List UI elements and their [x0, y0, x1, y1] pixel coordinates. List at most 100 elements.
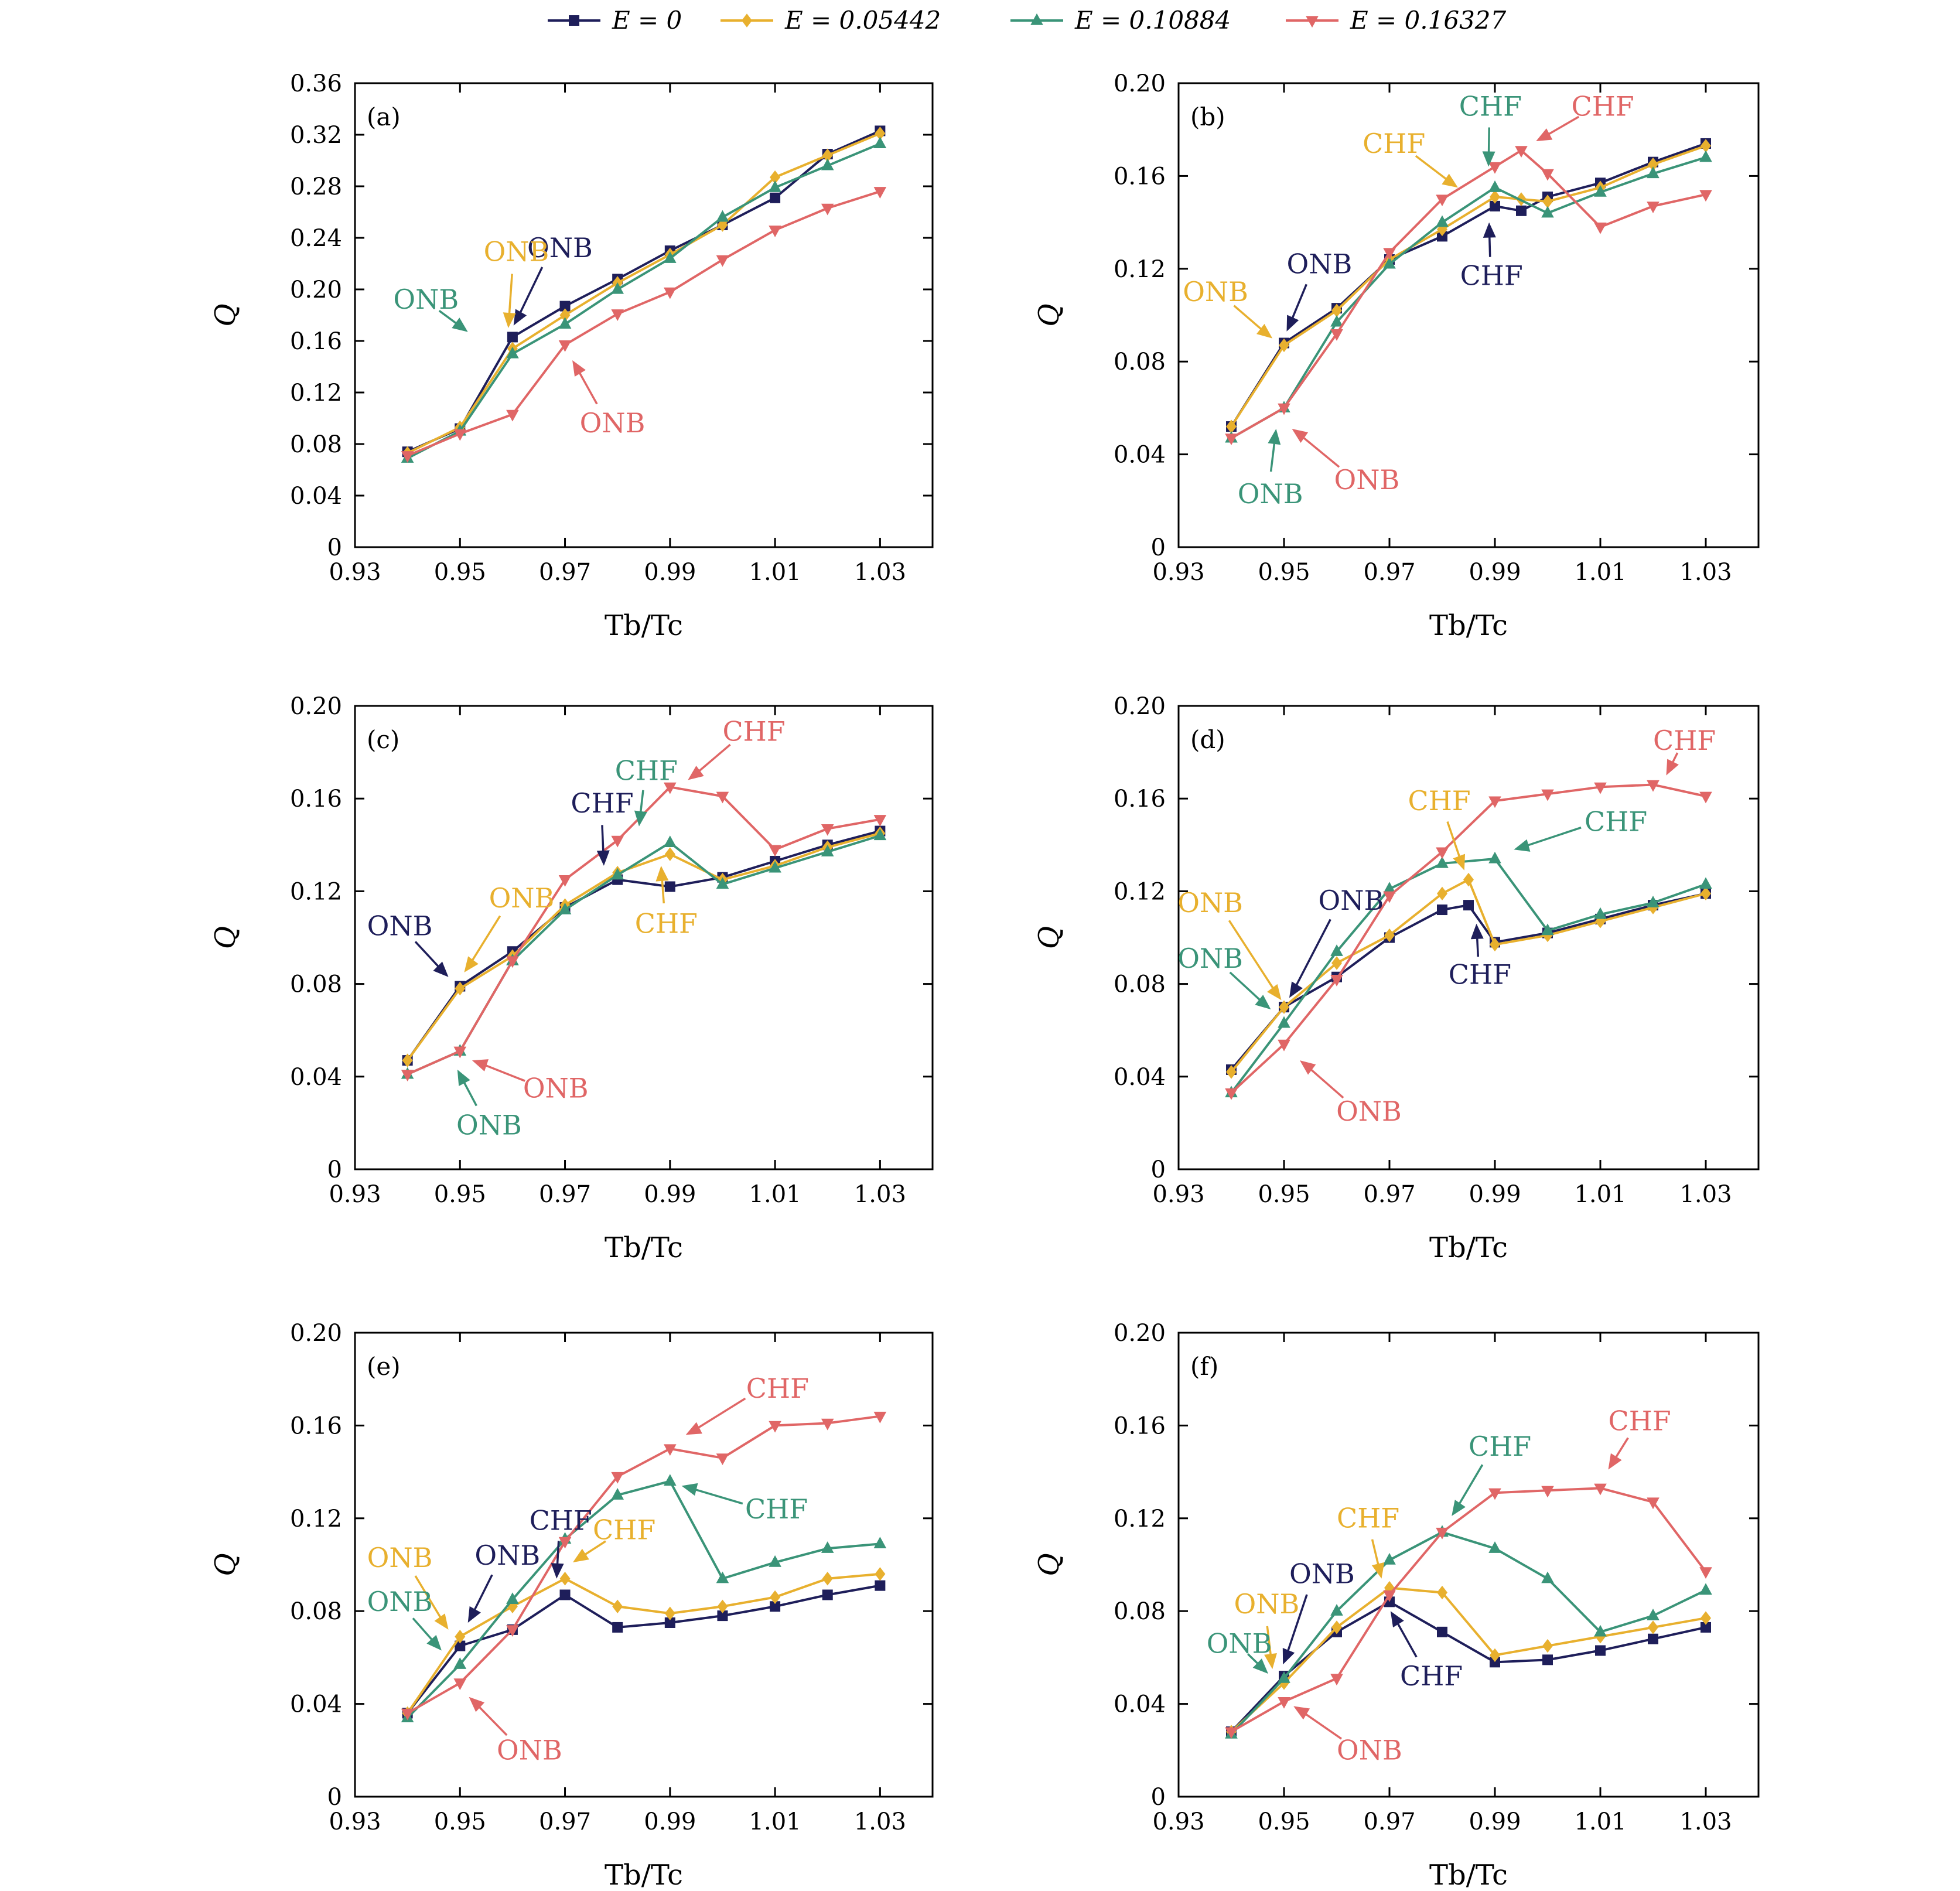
annotation-onb: ONB	[1282, 1558, 1355, 1665]
annotation-chf: CHF	[572, 1514, 655, 1563]
data-point	[1594, 185, 1607, 197]
plot-frame	[1177, 705, 1760, 1170]
annotation-arrow-head	[1482, 151, 1495, 167]
annotation-chf: CHF	[635, 865, 698, 940]
data-point	[717, 1599, 728, 1613]
data-point	[1330, 329, 1343, 341]
annotation-arrow-head	[434, 1613, 449, 1630]
y-tick-label: 0.12	[1114, 256, 1166, 283]
data-point	[1331, 956, 1342, 970]
annotation-chf: CHF	[681, 1483, 808, 1525]
panels: 0.93 0.95 0.97 0.99 1.01 1.03 0 0.04 0.08 0.12 0.1…	[209, 70, 1760, 1891]
annotation-onb: ONB	[1300, 1060, 1402, 1127]
x-tick-label: 0.93	[329, 559, 381, 586]
y-tick-label: 0.28	[290, 173, 342, 200]
chart-panel-b: 0.93 0.95 0.97 0.99 1.01 1.03 0 0.04 0.08 0.12 0.1…	[1033, 70, 1760, 642]
series-3	[1225, 780, 1712, 1100]
series-line	[407, 1415, 880, 1715]
data-point	[1648, 157, 1658, 172]
annotation-arrow-head	[634, 810, 647, 827]
annotation-onb: ONB	[472, 1059, 589, 1104]
annotation-arrow-head	[457, 1069, 470, 1087]
annotation-label: ONB	[456, 1110, 522, 1141]
legend-label: E = 0.05442	[784, 6, 941, 35]
data-point	[1542, 1654, 1553, 1665]
x-tick-label: 1.01	[749, 1181, 801, 1208]
annotation-arrow-head	[1267, 984, 1282, 1001]
annotation-arrow-head	[1453, 854, 1466, 871]
data-point	[875, 127, 886, 141]
data-point	[559, 1589, 571, 1600]
annotation-arrow-head	[688, 766, 704, 780]
annotation-label: CHF	[635, 908, 698, 940]
x-axis-label: Tb/Tc	[605, 609, 683, 642]
annotation-arrow-shaft	[1520, 827, 1582, 849]
data-point	[1330, 1674, 1343, 1686]
data-point	[1541, 1571, 1554, 1583]
legend: E = 0 E = 0.05442 E = 0.10884 E = 0.16327	[548, 6, 1507, 35]
annotation-chf: CHF	[1337, 1503, 1399, 1579]
data-point	[664, 847, 675, 861]
data-point	[664, 251, 677, 263]
data-point	[1278, 1697, 1290, 1709]
annotation-label: CHF	[1408, 785, 1471, 817]
data-point	[558, 875, 572, 887]
data-point	[402, 1053, 413, 1067]
data-point	[1490, 190, 1500, 204]
y-axis-label: Q	[1033, 926, 1066, 949]
data-point	[1331, 1620, 1342, 1634]
y-tick-label: 0.12	[290, 380, 342, 407]
data-point	[1594, 1624, 1607, 1637]
data-point	[873, 1537, 887, 1549]
data-point	[664, 1617, 675, 1628]
data-point	[821, 845, 834, 856]
series-line	[1230, 858, 1706, 1094]
annotation-arrow-head	[1282, 1648, 1295, 1665]
legend-entry: E = 0.16327	[1286, 6, 1507, 35]
annotation-arrow-head	[1289, 981, 1303, 998]
series-0	[402, 1580, 886, 1719]
annotation-onb: ONB	[1292, 429, 1399, 496]
annotation-chf: CHF	[1390, 1611, 1463, 1692]
data-point	[401, 451, 414, 463]
data-point	[1699, 1583, 1712, 1595]
series-0	[402, 825, 886, 1066]
legend-entry: E = 0.05442	[721, 6, 941, 35]
legend-marker	[569, 15, 579, 26]
annotation-onb: ONB	[469, 1697, 562, 1766]
annotation-arrow-head	[1300, 1060, 1316, 1075]
annotation-arrow-head	[596, 850, 610, 866]
data-point	[770, 1590, 781, 1605]
data-point	[1225, 434, 1238, 446]
annotation-chf: CHF	[530, 1505, 592, 1579]
data-point	[1436, 194, 1449, 207]
annotation-chf: CHF	[1408, 785, 1471, 871]
plot-frame	[354, 82, 934, 548]
data-point	[401, 1070, 414, 1081]
data-point	[1383, 1552, 1396, 1565]
annotation-arrow-shaft	[478, 1061, 525, 1082]
data-point	[822, 148, 833, 162]
annotation-label: ONB	[1177, 943, 1243, 974]
data-point	[873, 815, 887, 827]
annotation-chf: CHF	[1653, 725, 1716, 776]
annotation-arrow-head	[1286, 315, 1299, 332]
series-line	[1231, 1487, 1707, 1733]
y-tick-label: 0.20	[290, 1320, 342, 1347]
annotation-arrow-head	[1371, 1562, 1385, 1579]
data-point	[873, 1411, 887, 1424]
data-point	[769, 845, 781, 857]
series-1	[402, 1567, 886, 1721]
data-point	[1541, 206, 1554, 218]
data-point	[558, 1537, 572, 1549]
annotation-arrow-head	[1536, 128, 1553, 141]
data-point	[716, 877, 729, 889]
annotation-arrow-head	[1256, 323, 1273, 339]
series-line	[407, 142, 881, 459]
data-point	[455, 1630, 466, 1644]
data-point	[1436, 856, 1449, 868]
y-tick-label: 0.08	[290, 1598, 342, 1625]
data-point	[1647, 780, 1659, 792]
data-point	[401, 1708, 414, 1721]
data-point	[822, 1589, 833, 1600]
